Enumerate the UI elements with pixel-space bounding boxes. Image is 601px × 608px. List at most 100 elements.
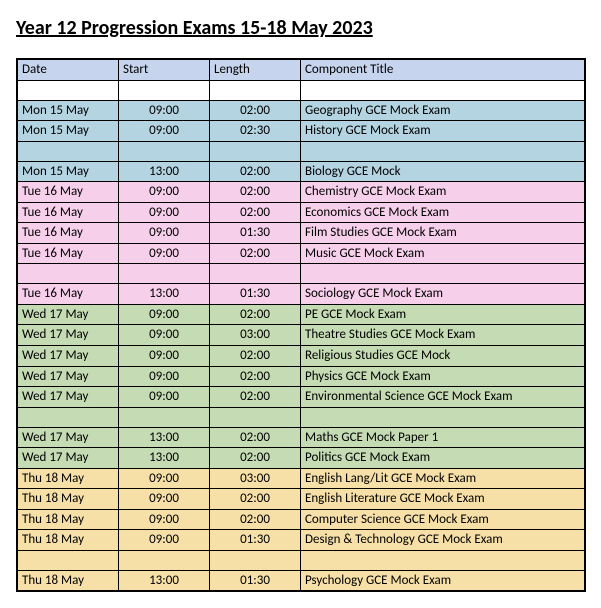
spacer-row [17,141,585,161]
cell-date: Tue 16 May [17,284,119,305]
cell-empty [17,264,119,284]
cell-start: 13:00 [119,427,210,448]
cell-start: 13:00 [119,284,210,305]
col-header-start: Start [119,59,210,80]
cell-length: 01:30 [210,570,301,591]
table-row: Mon 15 May09:0002:30History GCE Mock Exa… [17,121,585,142]
cell-length: 02:00 [210,489,301,510]
cell-length: 02:00 [210,509,301,530]
cell-length: 02:00 [210,243,301,264]
col-header-title: Component Title [301,59,586,80]
cell-date: Tue 16 May [17,243,119,264]
table-row: Wed 17 May09:0003:00Theatre Studies GCE … [17,325,585,346]
cell-component-title: Chemistry GCE Mock Exam [301,182,586,203]
table-row: Thu 18 May13:0001:30Psychology GCE Mock … [17,570,585,591]
cell-length: 02:00 [210,346,301,367]
cell-component-title: Environmental Science GCE Mock Exam [301,387,586,408]
cell-empty [210,550,301,570]
cell-start: 09:00 [119,202,210,223]
table-row: Thu 18 May09:0002:00Computer Science GCE… [17,509,585,530]
cell-empty [301,80,586,100]
col-header-date: Date [17,59,119,80]
page-title: Year 12 Progression Exams 15-18 May 2023 [16,16,585,40]
table-header-row: DateStartLengthComponent Title [17,59,585,80]
cell-length: 01:30 [210,223,301,244]
exam-table: DateStartLengthComponent Title Mon 15 May… [16,58,586,592]
cell-component-title: Religious Studies GCE Mock [301,346,586,367]
table-row: Wed 17 May09:0002:00PE GCE Mock Exam [17,304,585,325]
table-row: Tue 16 May09:0002:00Chemistry GCE Mock E… [17,182,585,203]
cell-length: 02:00 [210,366,301,387]
cell-component-title: Maths GCE Mock Paper 1 [301,427,586,448]
cell-empty [210,80,301,100]
cell-component-title: Politics GCE Mock Exam [301,448,586,469]
cell-component-title: Theatre Studies GCE Mock Exam [301,325,586,346]
table-row: Mon 15 May13:0002:00Biology GCE Mock [17,161,585,182]
cell-date: Wed 17 May [17,448,119,469]
cell-empty [119,264,210,284]
cell-component-title: Geography GCE Mock Exam [301,100,586,121]
cell-start: 09:00 [119,182,210,203]
cell-empty [17,407,119,427]
cell-start: 09:00 [119,304,210,325]
cell-date: Thu 18 May [17,489,119,510]
table-row: Tue 16 May13:0001:30Sociology GCE Mock E… [17,284,585,305]
cell-length: 02:00 [210,161,301,182]
cell-length: 01:30 [210,530,301,551]
cell-component-title: Film Studies GCE Mock Exam [301,223,586,244]
cell-start: 13:00 [119,161,210,182]
cell-start: 09:00 [119,121,210,142]
spacer-row [17,264,585,284]
table-row: Tue 16 May09:0002:00Music GCE Mock Exam [17,243,585,264]
table-row: Tue 16 May09:0002:00Economics GCE Mock E… [17,202,585,223]
cell-component-title: History GCE Mock Exam [301,121,586,142]
spacer-row [17,407,585,427]
cell-component-title: Biology GCE Mock [301,161,586,182]
cell-empty [210,141,301,161]
cell-date: Wed 17 May [17,325,119,346]
cell-length: 02:30 [210,121,301,142]
cell-length: 02:00 [210,202,301,223]
cell-component-title: Design & Technology GCE Mock Exam [301,530,586,551]
cell-start: 09:00 [119,387,210,408]
cell-date: Thu 18 May [17,570,119,591]
cell-length: 02:00 [210,387,301,408]
spacer-row [17,550,585,570]
table-row: Mon 15 May09:0002:00Geography GCE Mock E… [17,100,585,121]
cell-date: Thu 18 May [17,468,119,489]
cell-length: 03:00 [210,468,301,489]
cell-component-title: Economics GCE Mock Exam [301,202,586,223]
cell-component-title: Physics GCE Mock Exam [301,366,586,387]
cell-start: 09:00 [119,325,210,346]
cell-date: Thu 18 May [17,509,119,530]
cell-date: Tue 16 May [17,182,119,203]
cell-date: Wed 17 May [17,304,119,325]
cell-start: 13:00 [119,570,210,591]
cell-start: 09:00 [119,530,210,551]
table-row: Thu 18 May09:0002:00English Literature G… [17,489,585,510]
cell-start: 09:00 [119,243,210,264]
cell-length: 02:00 [210,182,301,203]
cell-start: 09:00 [119,489,210,510]
cell-date: Tue 16 May [17,223,119,244]
cell-start: 09:00 [119,468,210,489]
cell-length: 02:00 [210,100,301,121]
table-row: Wed 17 May09:0002:00Physics GCE Mock Exa… [17,366,585,387]
cell-length: 02:00 [210,427,301,448]
cell-date: Mon 15 May [17,161,119,182]
table-row: Tue 16 May09:0001:30Film Studies GCE Moc… [17,223,585,244]
cell-length: 01:30 [210,284,301,305]
cell-empty [301,264,586,284]
cell-empty [301,407,586,427]
cell-empty [301,141,586,161]
cell-start: 09:00 [119,509,210,530]
table-row: Wed 17 May13:0002:00Politics GCE Mock Ex… [17,448,585,469]
table-row: Wed 17 May13:0002:00Maths GCE Mock Paper… [17,427,585,448]
cell-date: Wed 17 May [17,366,119,387]
cell-start: 09:00 [119,223,210,244]
cell-empty [119,550,210,570]
cell-date: Wed 17 May [17,427,119,448]
table-row: Thu 18 May09:0001:30Design & Technology … [17,530,585,551]
cell-start: 09:00 [119,366,210,387]
cell-empty [119,80,210,100]
